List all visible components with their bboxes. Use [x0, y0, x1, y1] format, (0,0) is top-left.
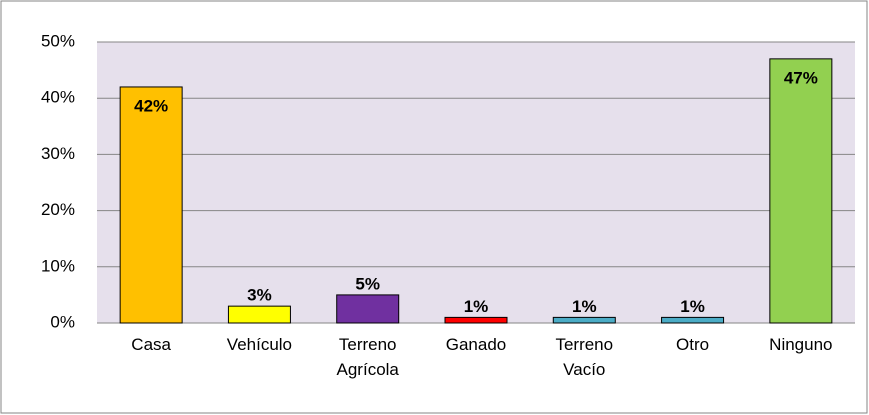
x-tick-label: Otro [676, 335, 710, 354]
x-tick-label: Vehículo [226, 335, 293, 354]
data-label: 1% [680, 297, 705, 316]
y-tick-label: 10% [41, 256, 75, 275]
x-tick-label: Ninguno [769, 335, 833, 354]
data-label: 47% [784, 68, 818, 87]
data-label: 1% [464, 297, 489, 316]
plot-area [97, 42, 855, 323]
bar [769, 58, 833, 324]
y-tick-label: 0% [50, 312, 75, 331]
data-label: 3% [247, 286, 272, 305]
bar [119, 86, 183, 324]
bar [336, 294, 400, 324]
bar [661, 316, 725, 324]
x-tick-label: Terreno Vacío [555, 335, 614, 379]
bar [444, 316, 508, 324]
bar [227, 305, 291, 324]
y-tick-label: 20% [41, 200, 75, 219]
y-tick-label: 30% [41, 144, 75, 163]
y-tick-label: 40% [41, 88, 75, 107]
data-label: 5% [355, 274, 380, 293]
x-tick-label: Terreno Agrícola [336, 335, 399, 379]
data-label: 1% [572, 297, 597, 316]
y-tick-label: 50% [41, 31, 75, 50]
bar [552, 316, 616, 324]
x-tick-label: Casa [131, 335, 171, 354]
x-tick-label: Ganado [445, 335, 507, 354]
data-label: 42% [134, 96, 168, 115]
